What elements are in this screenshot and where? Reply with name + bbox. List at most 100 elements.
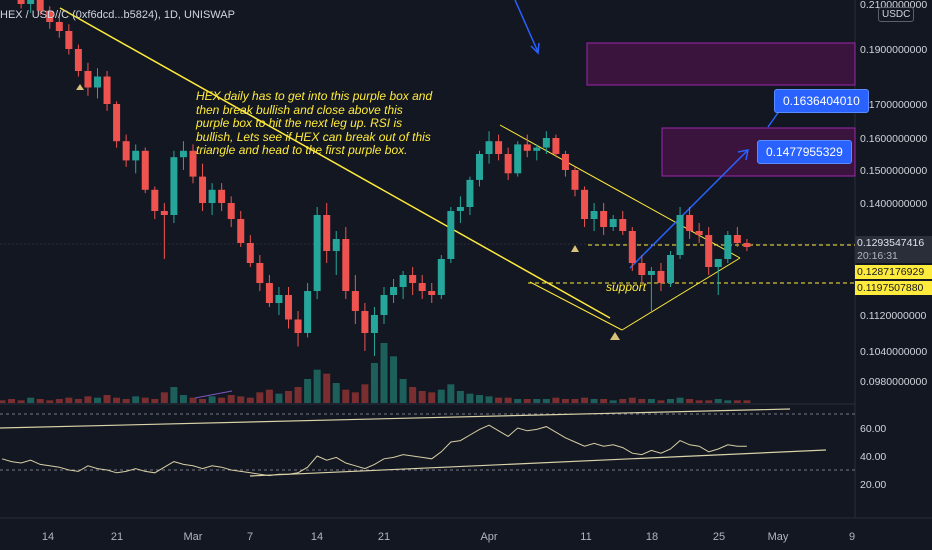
candle-body bbox=[485, 141, 493, 154]
volume-bar bbox=[476, 395, 483, 403]
volume-bar bbox=[390, 356, 398, 403]
level-tag-1: 0.1287176929 bbox=[855, 265, 932, 279]
time-axis-label: 14 bbox=[42, 531, 54, 543]
candle-body bbox=[495, 141, 503, 154]
projection-arrow bbox=[629, 149, 749, 269]
volume-bar bbox=[409, 387, 417, 403]
candle-body bbox=[36, 0, 44, 11]
currency-badge[interactable]: USDC bbox=[878, 7, 915, 22]
candle-body bbox=[370, 315, 378, 333]
volume-bar bbox=[495, 397, 503, 403]
signal-markers bbox=[76, 84, 620, 340]
volume-bar bbox=[695, 400, 703, 403]
time-axis-label: 11 bbox=[580, 531, 591, 543]
candle-body bbox=[399, 275, 407, 287]
candle-body bbox=[17, 0, 25, 4]
volume-bar bbox=[46, 400, 54, 403]
volume-bar bbox=[590, 399, 598, 403]
candle-body bbox=[705, 235, 713, 267]
volume-bar bbox=[27, 397, 35, 403]
volume-bar bbox=[179, 395, 187, 403]
rsi-axis-label: 40.00 bbox=[860, 451, 886, 463]
price-callout-upper: 0.1636404010 bbox=[774, 89, 869, 113]
volume-bar bbox=[705, 400, 713, 403]
candle-body bbox=[686, 215, 694, 231]
candle-body bbox=[542, 138, 550, 148]
arrow-head-top bbox=[530, 42, 540, 55]
candle-body bbox=[609, 219, 617, 227]
volume-bar bbox=[514, 399, 522, 403]
candle-body bbox=[456, 207, 464, 211]
volume-bar bbox=[132, 396, 140, 403]
signal-triangle bbox=[610, 332, 620, 340]
candle-body bbox=[600, 211, 608, 227]
triangle-upper-line bbox=[499, 124, 741, 259]
arrow-line-top bbox=[514, 0, 539, 53]
candle-body bbox=[561, 154, 569, 170]
candle-body bbox=[94, 76, 101, 88]
candle-body bbox=[246, 243, 254, 263]
grid bbox=[0, 0, 932, 519]
volume-bar bbox=[227, 395, 235, 403]
candle-body bbox=[437, 259, 445, 295]
time-axis-label: 25 bbox=[713, 531, 725, 543]
time-axis-label: 14 bbox=[311, 531, 323, 543]
volume-bar bbox=[237, 396, 245, 403]
candle-body bbox=[504, 154, 512, 174]
volume-bar bbox=[160, 392, 168, 403]
rsi-panel bbox=[0, 408, 855, 477]
candle-body bbox=[619, 219, 627, 231]
volume-bar bbox=[94, 397, 101, 403]
candle-body bbox=[323, 215, 331, 251]
volume-bar bbox=[294, 387, 302, 403]
volume-bar bbox=[323, 373, 331, 403]
candle-body bbox=[285, 295, 292, 320]
volume-bar bbox=[65, 397, 73, 403]
price-axis-label: 0.1120000000 bbox=[860, 310, 927, 322]
volume-bar bbox=[504, 397, 512, 403]
candle-body bbox=[332, 239, 340, 251]
candle-body bbox=[170, 157, 178, 215]
volume-bar bbox=[304, 379, 312, 403]
candles bbox=[17, 0, 751, 356]
volume-bar bbox=[370, 363, 378, 403]
candle-body bbox=[65, 31, 73, 49]
volume-bar bbox=[199, 399, 207, 403]
candle-body bbox=[590, 211, 598, 219]
candle-body bbox=[533, 147, 541, 151]
rsi-upper-trendline bbox=[0, 408, 791, 429]
candle-body bbox=[208, 189, 216, 203]
volume-bar bbox=[17, 400, 25, 403]
candle-body bbox=[160, 211, 168, 215]
candle-body bbox=[141, 150, 149, 190]
price-axis[interactable]: 0.2100000000 0.1900000000 0.1700000000 0.16… bbox=[860, 0, 927, 491]
time-axis[interactable]: 14 21 Mar 7 14 21 Apr 11 18 25 May 9 bbox=[42, 531, 855, 543]
candle-body bbox=[189, 150, 197, 177]
volume-bar bbox=[275, 393, 283, 403]
candle-body bbox=[151, 189, 159, 211]
candle-body bbox=[351, 291, 359, 311]
candle-body bbox=[552, 138, 560, 154]
candle-body bbox=[743, 243, 751, 247]
candle-body bbox=[695, 231, 703, 235]
time-axis-label: Apr bbox=[480, 531, 497, 543]
time-axis-label: 7 bbox=[247, 531, 253, 543]
volume-bar bbox=[533, 399, 541, 403]
volume-bar bbox=[466, 393, 474, 403]
volume-bar bbox=[609, 400, 617, 403]
price-axis-label: 0.1700000000 bbox=[860, 99, 927, 111]
candle-body bbox=[514, 144, 522, 174]
price-axis-label: 0.0980000000 bbox=[860, 376, 927, 388]
signal-triangle bbox=[76, 84, 84, 90]
volume-bar bbox=[332, 383, 340, 403]
volume-bars bbox=[0, 343, 751, 403]
candle-body bbox=[628, 231, 636, 263]
symbol-legend[interactable]: HEX / USD//C (0xf6dcd...b5824), 1D, UNIS… bbox=[0, 9, 235, 21]
volume-bar bbox=[447, 384, 455, 403]
candle-body bbox=[113, 104, 121, 142]
candle-body bbox=[313, 215, 321, 291]
candle-body bbox=[84, 71, 92, 88]
volume-bar bbox=[542, 399, 550, 403]
candle-body bbox=[418, 283, 426, 291]
